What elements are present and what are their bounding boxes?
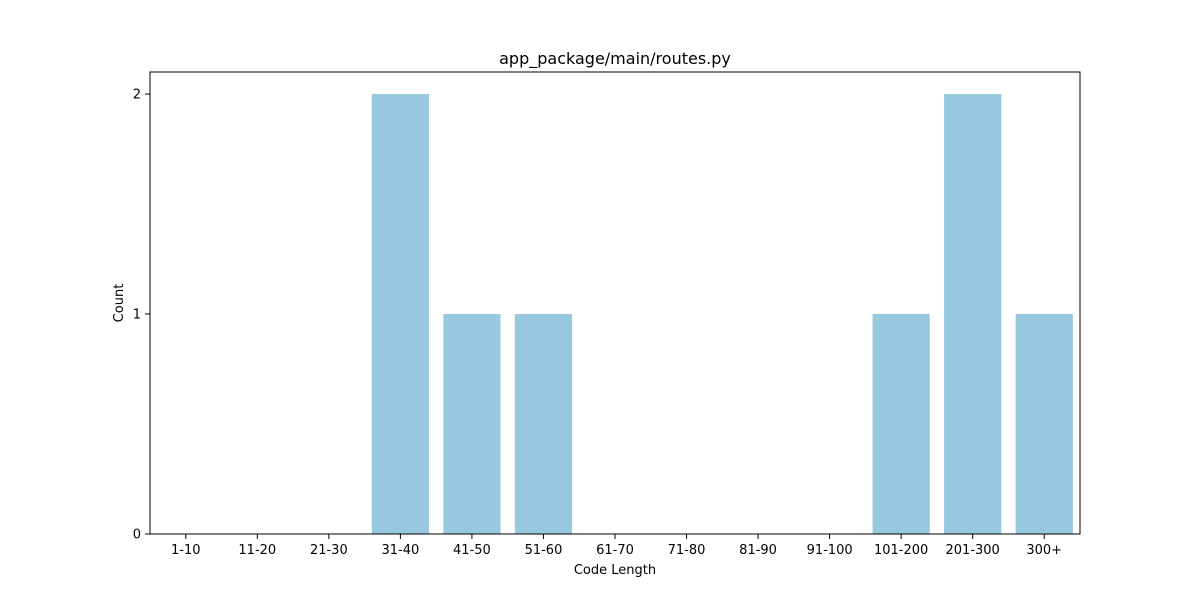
y-tick-label: 2	[133, 88, 141, 103]
chart-title: app_package/main/routes.py	[499, 49, 731, 69]
x-tick-label: 31-40	[381, 543, 419, 558]
x-tick-label: 101-200	[874, 543, 928, 558]
x-tick-label: 1-10	[171, 543, 201, 558]
y-tick-label: 0	[133, 528, 141, 543]
y-tick-label: 1	[133, 308, 141, 323]
x-tick-label: 91-100	[807, 543, 853, 558]
x-tick-label: 71-80	[668, 543, 706, 558]
x-tick-label: 61-70	[596, 543, 634, 558]
x-axis-label: Code Length	[574, 563, 656, 578]
bar-41-50	[443, 314, 500, 534]
bar-31-40	[372, 94, 429, 534]
x-tick-label: 21-30	[310, 543, 348, 558]
x-tick-label: 41-50	[453, 543, 491, 558]
x-tick-label: 51-60	[525, 543, 563, 558]
bar-201-300	[944, 94, 1001, 534]
bar-300+	[1016, 314, 1073, 534]
y-axis-label: Count	[112, 284, 127, 323]
bar-51-60	[515, 314, 572, 534]
x-tick-label: 201-300	[946, 543, 1000, 558]
x-tick-label: 11-20	[238, 543, 276, 558]
x-tick-label: 81-90	[739, 543, 777, 558]
bar-101-200	[873, 314, 930, 534]
x-tick-label: 300+	[1026, 543, 1062, 558]
